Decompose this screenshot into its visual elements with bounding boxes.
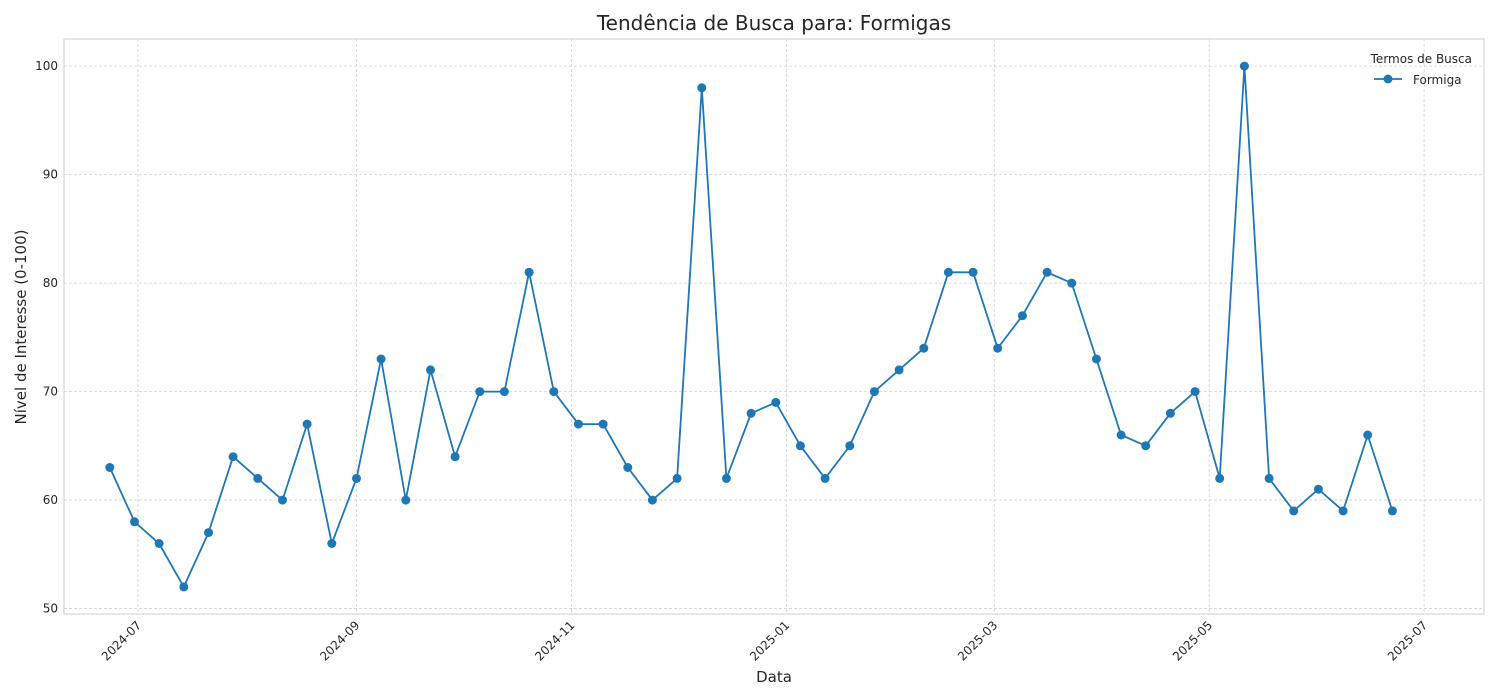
data-point	[697, 83, 707, 93]
data-point	[993, 343, 1003, 353]
data-point	[302, 419, 312, 429]
data-point	[869, 387, 879, 397]
legend: Termos de Busca Formiga	[1370, 52, 1472, 87]
data-point	[1190, 387, 1200, 397]
data-point	[426, 365, 435, 375]
series-line	[108, 65, 1394, 588]
data-point	[1116, 430, 1126, 440]
data-point	[1165, 408, 1175, 418]
data-point	[154, 539, 164, 548]
data-point	[376, 354, 386, 364]
data-point	[228, 452, 238, 462]
data-point	[1067, 278, 1077, 288]
y-tick-label: 60	[43, 493, 58, 507]
x-axis: 2024-07 2024-09 2024-11 2025-01 2025-03 2025-…	[99, 618, 1430, 663]
data-point	[1387, 506, 1397, 516]
data-point	[179, 582, 189, 592]
x-tick-label: 2024-07	[99, 618, 144, 663]
data-point	[524, 267, 534, 277]
data-point	[943, 267, 953, 277]
data-point	[1363, 430, 1373, 440]
x-tick-label: 2025-07	[1385, 618, 1430, 663]
x-tick-label: 2025-01	[747, 618, 792, 663]
data-point	[130, 517, 139, 527]
data-point	[1239, 61, 1249, 71]
data-point	[672, 473, 682, 483]
data-point	[1289, 506, 1299, 516]
data-point	[1141, 441, 1151, 451]
data-point	[105, 463, 115, 472]
data-point	[1017, 311, 1027, 321]
data-point	[623, 463, 633, 472]
x-axis-title: Data	[756, 668, 792, 686]
x-tick-label: 2024-09	[317, 618, 362, 663]
data-point	[746, 408, 756, 418]
data-point	[1313, 484, 1323, 494]
data-point	[499, 387, 509, 397]
x-tick-label: 2025-05	[1170, 618, 1215, 663]
data-point	[401, 495, 411, 505]
y-tick-label: 70	[43, 385, 58, 399]
data-point	[721, 473, 731, 483]
data-point	[253, 473, 263, 483]
data-point	[1264, 473, 1274, 483]
data-point	[598, 419, 608, 429]
data-point	[1215, 473, 1225, 483]
data-point	[919, 343, 929, 353]
legend-title: Termos de Busca	[1370, 52, 1472, 66]
data-point	[573, 419, 583, 429]
data-point	[352, 473, 361, 483]
x-tick-label: 2024-11	[532, 618, 577, 663]
data-point	[845, 441, 855, 451]
y-tick-label: 100	[35, 59, 58, 73]
y-tick-label: 50	[43, 602, 58, 616]
legend-entry-formiga: Formiga	[1413, 73, 1462, 87]
data-point	[475, 387, 485, 397]
y-tick-label: 90	[43, 168, 58, 182]
x-tick-label: 2025-03	[955, 618, 1000, 663]
legend-marker-swatch	[1383, 74, 1393, 84]
data-point	[204, 528, 213, 538]
series-formiga	[105, 61, 1397, 592]
plot-area	[63, 38, 1485, 615]
data-point	[820, 473, 830, 483]
y-axis-title: Nível de Interesse (0-100)	[12, 230, 30, 425]
data-point	[771, 397, 781, 407]
data-point	[450, 452, 460, 462]
data-point	[647, 495, 657, 505]
y-tick-label: 80	[43, 276, 58, 290]
data-point	[1091, 354, 1101, 364]
grid	[64, 39, 1484, 614]
data-point	[894, 365, 904, 375]
data-point	[795, 441, 805, 451]
data-point	[968, 267, 978, 277]
data-point	[278, 495, 287, 505]
data-point	[1338, 506, 1348, 516]
chart-title: Tendência de Busca para: Formigas	[596, 11, 951, 35]
data-point	[1042, 267, 1052, 277]
data-point	[327, 539, 337, 548]
data-point	[549, 387, 559, 397]
y-axis: 50 60 70 80 90 100	[35, 59, 58, 615]
